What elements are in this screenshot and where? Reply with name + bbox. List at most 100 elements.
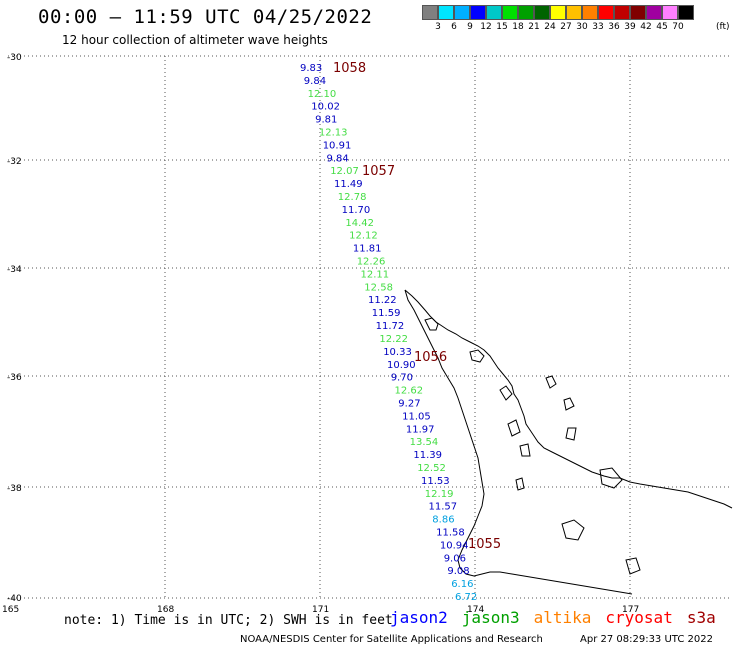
wave-height-value: 12.13	[319, 128, 348, 139]
wave-height-value: 9.06	[444, 553, 466, 564]
wave-height-value: 12.26	[357, 257, 386, 268]
color-legend-label: 9	[467, 22, 473, 32]
color-legend-label: 27	[560, 22, 572, 32]
wave-height-value: 12.58	[364, 282, 393, 293]
wave-height-value: 13.54	[410, 437, 439, 448]
graticule	[8, 55, 732, 599]
color-swatch	[502, 5, 518, 20]
wave-height-value: 10.94	[440, 540, 469, 551]
wave-height-value: 10.33	[383, 347, 412, 358]
coastline	[404, 289, 733, 595]
wave-height-value: 11.57	[429, 502, 458, 513]
color-legend-label: 12	[480, 22, 492, 32]
color-legend-unit: (ft)	[716, 22, 730, 32]
color-legend-label: 3	[435, 22, 441, 32]
lon-label: 165	[2, 605, 19, 615]
color-legend-label: 39	[624, 22, 636, 32]
satellite-cryosat: cryosat	[605, 608, 673, 627]
lat-label: -32	[7, 157, 22, 167]
wave-height-value: 12.12	[349, 231, 378, 242]
satellite-s3a: s3a	[686, 608, 716, 627]
wave-height-value: 10.02	[311, 102, 340, 113]
color-legend	[422, 5, 694, 20]
color-legend-label: 6	[451, 22, 457, 32]
wave-height-value: 11.05	[402, 411, 431, 422]
color-legend-label: 18	[512, 22, 524, 32]
pass-label: 1057	[362, 164, 395, 179]
page-title: 00:00 – 11:59 UTC 04/25/2022	[38, 6, 373, 28]
satellite-legend: jason2 jason3 altika cryosat s3a	[390, 608, 716, 627]
wave-height-value: 9.84	[304, 76, 326, 87]
wave-height-value: 11.39	[413, 450, 442, 461]
wave-height-value: 9.08	[447, 566, 469, 577]
wave-height-value: 9.81	[315, 115, 337, 126]
color-swatch	[582, 5, 598, 20]
footer-timestamp: Apr 27 08:29:33 UTC 2022	[580, 634, 713, 645]
wave-height-value: 8.86	[432, 515, 454, 526]
color-swatch	[630, 5, 646, 20]
lat-label: -40	[7, 594, 22, 604]
wave-height-value: 11.58	[436, 528, 465, 539]
color-legend-label: 45	[656, 22, 668, 32]
wave-height-value: 11.97	[406, 424, 435, 435]
lat-label: -34	[7, 265, 22, 275]
color-legend-label: 15	[496, 22, 508, 32]
wave-height-value: 12.19	[425, 489, 454, 500]
footer-credit: NOAA/NESDIS Center for Satellite Applica…	[240, 634, 543, 645]
lat-label: -36	[7, 373, 22, 383]
lon-label: 177	[622, 605, 639, 615]
color-swatch	[646, 5, 662, 20]
wave-height-value: 11.22	[368, 295, 397, 306]
color-swatch	[678, 5, 694, 20]
color-legend-label: 21	[528, 22, 540, 32]
wave-height-value: 6.16	[451, 579, 473, 590]
footer-note: note: 1) Time is in UTC; 2) SWH is in fe…	[64, 613, 393, 628]
pass-label: 1058	[333, 61, 366, 76]
color-swatch	[534, 5, 550, 20]
wave-height-value: 9.70	[391, 373, 413, 384]
color-legend-label: 24	[544, 22, 556, 32]
color-swatch	[550, 5, 566, 20]
wave-height-value: 12.10	[308, 89, 337, 100]
wave-height-value: 10.90	[387, 360, 416, 371]
page-subtitle: 12 hour collection of altimeter wave hei…	[62, 33, 328, 47]
wave-height-value: 9.27	[398, 399, 420, 410]
wave-height-value: 11.53	[421, 476, 450, 487]
wave-height-value: 11.81	[353, 244, 382, 255]
color-legend-label: 33	[592, 22, 604, 32]
lon-label: 174	[467, 605, 484, 615]
lon-label: 168	[157, 605, 174, 615]
color-legend-labels: 3 6 9 12 15 18 21 24 27 30 33 36 39 42 45 70	[422, 22, 686, 32]
satellite-jason3: jason3	[461, 608, 520, 627]
wave-height-value: 11.49	[334, 179, 363, 190]
wave-height-value: 9.83	[300, 63, 322, 74]
wave-height-value: 11.72	[376, 321, 405, 332]
satellite-altika: altika	[533, 608, 592, 627]
wave-height-value: 12.07	[330, 166, 359, 177]
color-legend-label: 42	[640, 22, 652, 32]
wave-height-value: 12.11	[361, 269, 390, 280]
wave-height-value: 14.42	[345, 218, 374, 229]
color-swatch	[486, 5, 502, 20]
wave-height-value: 10.91	[323, 140, 352, 151]
color-swatch	[614, 5, 630, 20]
color-swatch	[518, 5, 534, 20]
color-swatch	[598, 5, 614, 20]
color-legend-label: 70	[672, 22, 684, 32]
color-swatch	[422, 5, 438, 20]
color-legend-label: 30	[576, 22, 588, 32]
color-swatch	[566, 5, 582, 20]
wave-height-value: 11.59	[372, 308, 401, 319]
color-swatch	[470, 5, 486, 20]
wave-height-value: 12.22	[379, 334, 408, 345]
lat-label: -38	[7, 484, 22, 494]
wave-height-value: 12.78	[338, 192, 367, 203]
lat-label: -30	[7, 53, 22, 63]
pass-label: 1056	[414, 350, 447, 365]
color-legend-label: 36	[608, 22, 620, 32]
satellite-jason2: jason2	[390, 608, 448, 627]
color-swatch	[454, 5, 470, 20]
lon-label: 171	[312, 605, 329, 615]
